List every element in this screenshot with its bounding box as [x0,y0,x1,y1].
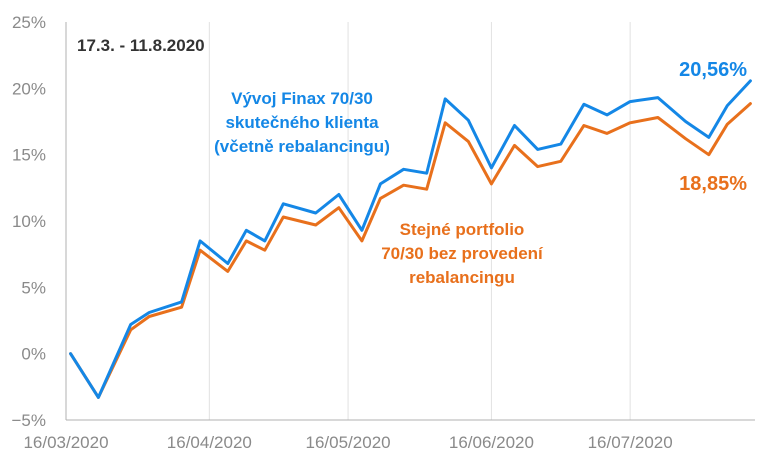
x-tick-label: 16/06/2020 [449,433,534,452]
series-lines [69,79,752,399]
x-tick-labels: 16/03/2020 16/04/2020 16/05/2020 16/06/2020… [23,433,672,452]
series-line-orange [69,102,752,399]
y-tick-label: 5% [21,278,46,297]
x-tick-label: 16/03/2020 [23,433,108,452]
period-label: 17.3. - 11.8.2020 [77,36,205,55]
y-tick-label: 20% [12,79,46,98]
x-tick-label: 16/07/2020 [588,433,673,452]
blue-series-label: Vývoj Finax 70/30 skutečného klienta (vč… [214,89,390,156]
orange-label-line-3: rebalancingu [409,268,515,287]
y-tick-label: 15% [12,146,46,165]
series-line-blue [69,79,752,399]
x-tick-label: 16/05/2020 [306,433,391,452]
blue-end-value: 20,56% [679,59,747,81]
blue-label-line-3: (včetně rebalancingu) [214,137,390,156]
orange-end-value: 18,85% [679,173,747,195]
y-tick-label: 25% [12,13,46,32]
y-tick-labels: −5% 0% 5% 10% 15% 20% 25% [12,13,47,430]
x-tick-label: 16/04/2020 [167,433,252,452]
y-tick-label: −5% [12,411,47,430]
orange-label-line-2: 70/30 bez provedení [381,244,544,263]
orange-series-label: Stejné portfolio 70/30 bez provedení reb… [381,220,544,287]
blue-label-line-1: Vývoj Finax 70/30 [231,89,373,108]
y-tick-label: 10% [12,212,46,231]
blue-label-line-2: skutečného klienta [225,113,379,132]
orange-label-line-1: Stejné portfolio [400,220,525,239]
y-tick-label: 0% [21,345,46,364]
